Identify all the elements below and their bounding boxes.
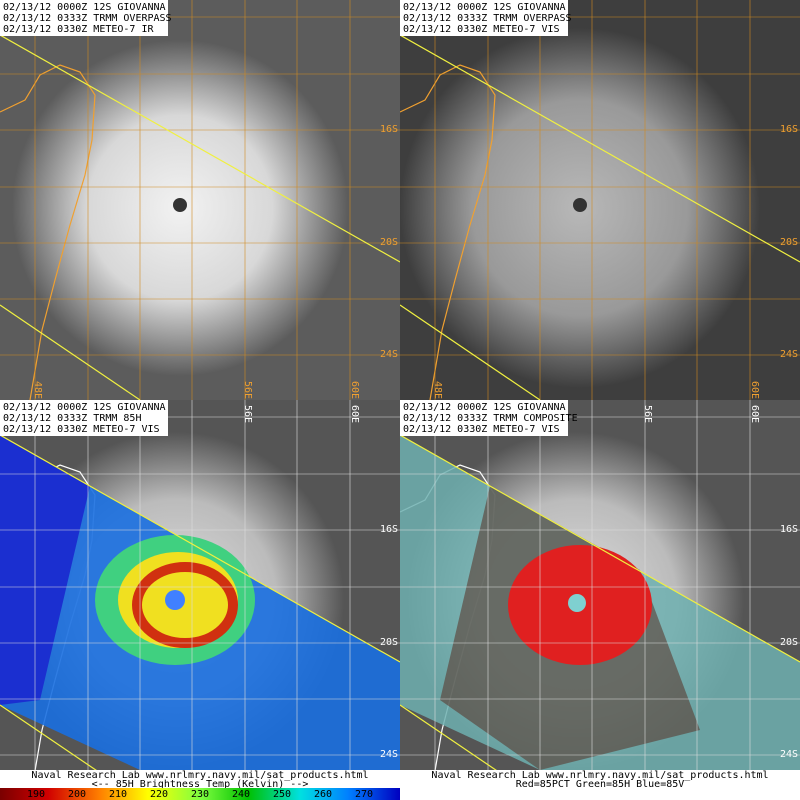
header-line: 02/13/12 0330Z METEO-7 VIS [3, 424, 160, 435]
swath-edge [400, 704, 497, 770]
lon-label: 60E [349, 405, 360, 423]
header-line: 02/13/12 0330Z METEO-7 VIS [403, 24, 560, 35]
colorbar-tick: 260 [314, 789, 332, 800]
swath-edge [0, 34, 400, 263]
background [400, 0, 800, 400]
colorbar-tick: 190 [27, 789, 45, 800]
header-line: 02/13/12 0000Z 12S GIOVANNA [403, 2, 566, 13]
header-line: 02/13/12 0333Z TRMM 85H [3, 413, 141, 424]
colorbar-tick: 230 [191, 789, 209, 800]
header-box [400, 400, 568, 436]
lat-label: 16S [380, 124, 398, 135]
lat-label: 24S [780, 349, 798, 360]
lat-label: 16S [380, 524, 398, 535]
lon-label: 56E [642, 405, 653, 423]
lat-label: 16S [780, 124, 798, 135]
header-box [0, 0, 168, 36]
swath-edge [0, 704, 97, 770]
header-box [400, 0, 568, 36]
colorbar-tick: 220 [150, 789, 168, 800]
colorbar-tick: 250 [273, 789, 291, 800]
header-line: 02/13/12 0330Z METEO-7 VIS [403, 424, 560, 435]
header-line: 02/13/12 0333Z TRMM COMPOSITE [403, 413, 578, 424]
lat-label: 20S [780, 237, 798, 248]
coastline [400, 64, 496, 400]
swath-left [0, 435, 90, 705]
lat-label: 24S [780, 749, 798, 760]
eye [573, 198, 587, 212]
footer-line: Naval Research Lab www.nrlmry.navy.mil/s… [31, 770, 368, 781]
footer-line: Red=85PCT Green=85H Blue=85V [516, 779, 685, 790]
header-line: 02/13/12 0333Z TRMM OVERPASS [3, 13, 172, 24]
footer-line: Naval Research Lab www.nrlmry.navy.mil/s… [431, 770, 768, 781]
lon-label: 60E [749, 381, 760, 399]
panel: 16S 20S 24S 56E 60E 02/13/12 0000Z 12S GIOVAN… [0, 400, 400, 800]
lon-label: 60E [749, 405, 760, 423]
lon-label: 48E [32, 381, 43, 399]
swath-edge [400, 34, 800, 263]
panel-image [400, 0, 800, 400]
header-line: 02/13/12 0333Z TRMM OVERPASS [403, 13, 572, 24]
header-line: 02/13/12 0000Z 12S GIOVANNA [3, 2, 166, 13]
eye [165, 590, 185, 610]
coastline [0, 64, 96, 400]
footer-line: <-- 85H Brightness Temp (Kelvin) --> [92, 779, 309, 790]
lat-label: 20S [780, 637, 798, 648]
header-line: 02/13/12 0330Z METEO-7 IR [3, 24, 154, 35]
swath-edge [400, 304, 541, 400]
panel-image [0, 400, 400, 770]
colorbar-tick: 270 [355, 789, 373, 800]
panel: 16S 20S 24S 56E 60E 02/13/12 0000Z 12S GIOVAN… [400, 400, 800, 800]
colorbar-tick: 240 [232, 789, 250, 800]
header-box [0, 400, 168, 436]
lon-label: 48E [432, 381, 443, 399]
header-line: 02/13/12 0000Z 12S GIOVANNA [403, 402, 566, 413]
footer [400, 770, 800, 800]
lon-label: 60E [349, 381, 360, 399]
lat-label: 16S [780, 524, 798, 535]
colorbar-tick: 200 [68, 789, 86, 800]
panel-image [400, 400, 800, 770]
header-line: 02/13/12 0000Z 12S GIOVANNA [3, 402, 166, 413]
eye [568, 594, 586, 612]
swath-edge [400, 434, 800, 663]
panel: 16S 20S 24S 48E 60E 02/13/12 0000Z 12S GIOVAN… [400, 0, 800, 400]
swath-edge [0, 304, 141, 400]
lat-label: 24S [380, 349, 398, 360]
lat-label: 24S [380, 749, 398, 760]
colorbar [0, 788, 400, 800]
eye [173, 198, 187, 212]
colorbar-tick: 210 [109, 789, 127, 800]
swath-edge [0, 434, 400, 663]
panel: 16S 20S 24S 48E 56E 60E 02/13/12 0000Z 12S GIO… [0, 0, 400, 400]
panel-image [0, 0, 400, 400]
lon-label: 56E [242, 381, 253, 399]
lat-label: 20S [380, 637, 398, 648]
lon-label: 56E [242, 405, 253, 423]
lat-label: 20S [380, 237, 398, 248]
background [0, 0, 400, 400]
